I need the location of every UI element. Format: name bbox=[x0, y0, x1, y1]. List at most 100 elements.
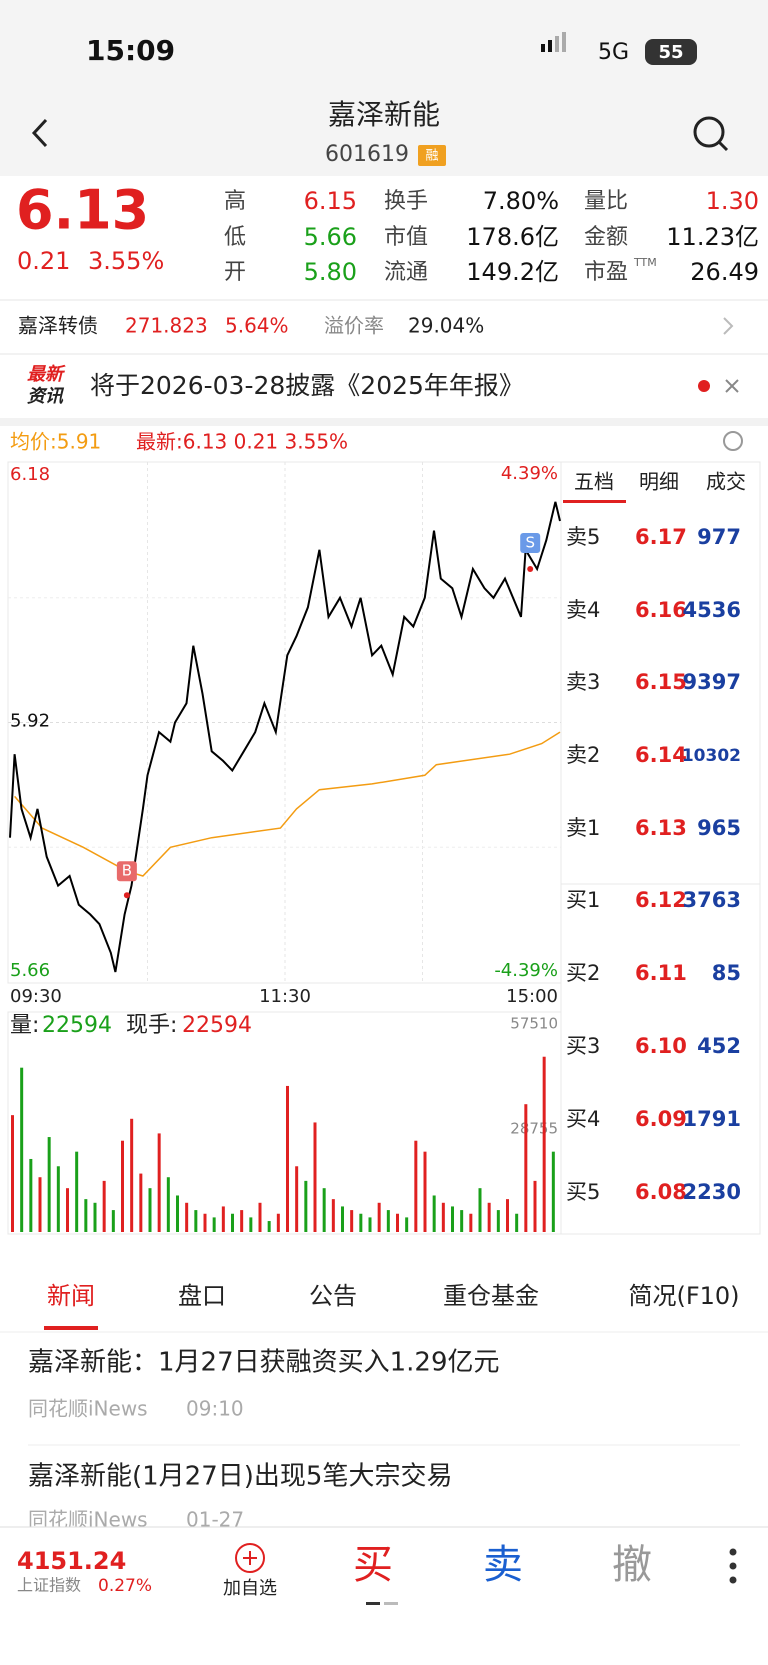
change-pct: 3.55% bbox=[88, 247, 164, 275]
latest-label: 最新:6.13 0.21 3.55% bbox=[136, 430, 348, 454]
order-volume: 3763 bbox=[683, 888, 741, 912]
volume-bar bbox=[414, 1140, 418, 1232]
volume-bar bbox=[506, 1199, 509, 1232]
volume-bar bbox=[304, 1180, 308, 1232]
order-tab[interactable]: 成交 bbox=[706, 470, 746, 494]
volume-bar bbox=[166, 1177, 170, 1232]
back-button[interactable] bbox=[31, 118, 48, 148]
price: 6.13 bbox=[16, 179, 149, 242]
search-icon bbox=[717, 140, 729, 152]
order-label: 卖2 bbox=[566, 743, 600, 767]
volume-bar bbox=[221, 1206, 225, 1232]
top-background bbox=[0, 0, 768, 176]
volume-bar bbox=[405, 1217, 409, 1232]
news-badge bbox=[20, 364, 70, 408]
volume-bar bbox=[469, 1213, 473, 1232]
volume-bar bbox=[478, 1188, 482, 1232]
search-icon bbox=[693, 116, 725, 148]
stat-label: 市值 bbox=[384, 225, 428, 250]
notice-text: 将于2026-03-28披露《2025年年报》 bbox=[90, 371, 524, 400]
news-title[interactable]: 嘉泽新能(1月27日)出现5笔大宗交易 bbox=[28, 1462, 452, 1492]
buy-button[interactable]: 买 bbox=[353, 1542, 393, 1588]
volume-bar bbox=[322, 1188, 326, 1232]
volume-bar bbox=[20, 1067, 24, 1232]
volume-bar bbox=[460, 1210, 464, 1232]
x-tick-label: 15:00 bbox=[506, 986, 558, 1007]
section-gap bbox=[0, 418, 768, 426]
signal-bar bbox=[562, 32, 566, 52]
order-volume: 1791 bbox=[683, 1107, 741, 1131]
news-tab[interactable]: 简况(F10) bbox=[628, 1282, 739, 1310]
volume-bar bbox=[249, 1217, 253, 1232]
cancel-button[interactable]: 撤 bbox=[612, 1542, 652, 1588]
news-tab[interactable]: 盘口 bbox=[178, 1282, 226, 1310]
news-tab[interactable]: 新闻 bbox=[47, 1282, 95, 1310]
news-title[interactable]: 嘉泽新能：1月27日获融资买入1.29亿元 bbox=[28, 1348, 500, 1378]
volume-bar bbox=[47, 1137, 51, 1232]
order-tab[interactable]: 明细 bbox=[639, 470, 679, 494]
page-indicator bbox=[366, 1602, 380, 1605]
signal-bar bbox=[555, 36, 559, 52]
add-icon bbox=[243, 1551, 257, 1565]
volume-bar bbox=[432, 1195, 436, 1232]
status-time: 15:09 bbox=[86, 34, 175, 67]
settings-icon bbox=[723, 431, 743, 451]
stat-label: 开 bbox=[224, 260, 246, 285]
add-watchlist[interactable]: 加自选 bbox=[223, 1578, 277, 1599]
order-volume: 85 bbox=[712, 961, 741, 985]
signal-badge bbox=[520, 532, 541, 553]
page-indicator bbox=[384, 1602, 398, 1605]
settings-button[interactable] bbox=[723, 431, 743, 451]
volume-bar bbox=[496, 1210, 500, 1232]
sell-button[interactable]: 卖 bbox=[483, 1542, 523, 1588]
volume-bar bbox=[487, 1202, 491, 1232]
volume-bar bbox=[341, 1206, 344, 1232]
news-tab-underline bbox=[44, 1326, 98, 1330]
volume-bar bbox=[176, 1195, 179, 1232]
news-tab[interactable]: 公告 bbox=[309, 1282, 357, 1310]
order-volume: 452 bbox=[697, 1034, 741, 1058]
volume-bar bbox=[11, 1115, 14, 1232]
stat-value: 5.66 bbox=[304, 223, 357, 251]
volume-bar bbox=[377, 1202, 381, 1232]
order-label: 卖1 bbox=[566, 816, 600, 840]
x-tick-label: 11:30 bbox=[259, 986, 311, 1007]
order-price: 6.14 bbox=[635, 743, 687, 767]
more-button[interactable] bbox=[729, 1548, 737, 1556]
volume-bar bbox=[533, 1180, 537, 1232]
news-tab[interactable]: 重仓基金 bbox=[443, 1282, 539, 1310]
news-time: 09:10 bbox=[186, 1397, 244, 1421]
volume-bar bbox=[267, 1221, 271, 1232]
bond-pct: 5.64% bbox=[225, 314, 289, 338]
volume-bar bbox=[396, 1213, 399, 1232]
bond-name: 嘉泽转债 bbox=[18, 314, 98, 338]
volume-bar bbox=[185, 1202, 189, 1232]
more-button[interactable] bbox=[729, 1562, 737, 1570]
search-button[interactable] bbox=[693, 116, 729, 152]
volume-bar bbox=[148, 1188, 152, 1232]
volume-tick-label: 28755 bbox=[510, 1120, 558, 1138]
x-tick-label: 09:30 bbox=[10, 986, 62, 1007]
stat-sup: TTM bbox=[633, 256, 657, 269]
volume-bar bbox=[93, 1202, 97, 1232]
order-tab[interactable]: 五档 bbox=[574, 470, 614, 494]
stat-label: 量比 bbox=[584, 189, 628, 214]
volume-bar bbox=[295, 1166, 299, 1232]
volume-bar bbox=[139, 1173, 143, 1232]
stat-value: 1.30 bbox=[706, 187, 759, 215]
order-price: 6.15 bbox=[635, 670, 687, 694]
volume-bar bbox=[111, 1210, 115, 1232]
volume-label: 量: bbox=[10, 1013, 39, 1038]
signal-dot bbox=[527, 565, 534, 572]
avg-label: 均价:5.91 bbox=[10, 430, 101, 454]
order-label: 卖3 bbox=[566, 670, 600, 694]
premium: 29.04% bbox=[408, 314, 484, 338]
stat-label: 高 bbox=[224, 189, 246, 214]
more-button[interactable] bbox=[729, 1576, 737, 1584]
volume-bar bbox=[515, 1213, 519, 1232]
volume-bar bbox=[331, 1199, 335, 1232]
close-button[interactable] bbox=[725, 379, 739, 393]
volume-bar bbox=[130, 1118, 134, 1232]
